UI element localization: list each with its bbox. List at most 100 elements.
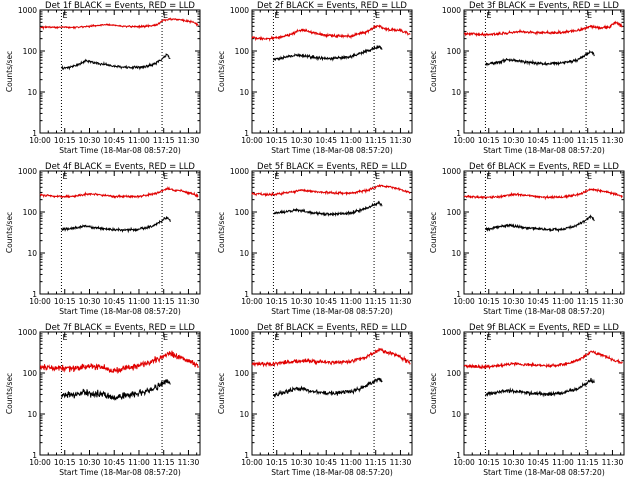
- x-tick-label: 11:00: [340, 136, 362, 145]
- x-tick-label: 11:15: [577, 297, 599, 306]
- panel-title: Det 7f BLACK = Events, RED = LLD: [45, 323, 195, 333]
- detector-panel: Det 8f BLACK = Events, RED = LLD 1 10 100 10…: [217, 323, 413, 477]
- x-tick-label: 10:00: [453, 297, 475, 306]
- x-tick-label: 10:30: [503, 458, 525, 467]
- y-tick-label: 1000: [18, 167, 37, 176]
- y-tick-label: 1: [32, 129, 37, 138]
- x-tick-label: 10:45: [315, 297, 337, 306]
- x-tick-label: 10:30: [79, 136, 101, 145]
- event-rate-line: [61, 379, 171, 402]
- x-tick-label: 11:30: [602, 136, 624, 145]
- time-marker-flag: E: [375, 333, 380, 342]
- detector-panel: Det 2f BLACK = Events, RED = LLD 1 10 100 10…: [217, 1, 413, 155]
- lld-rate-line: [39, 17, 199, 31]
- y-tick-label: 100: [447, 369, 462, 378]
- x-axis-label: Start Time (18-Mar-08 08:57:20): [271, 146, 393, 155]
- y-axis-label: Counts/sec: [5, 373, 14, 414]
- time-marker-flag: E: [587, 11, 592, 20]
- x-tick-label: 10:00: [29, 297, 51, 306]
- y-tick-label: 10: [451, 410, 461, 419]
- time-marker-flag: E: [62, 172, 67, 181]
- time-marker-flag: E: [62, 333, 67, 342]
- x-tick-label: 10:15: [478, 297, 500, 306]
- plot-frame: [251, 170, 413, 295]
- y-tick-label: 1: [32, 451, 37, 460]
- x-tick-label: 11:15: [365, 136, 387, 145]
- panel-title: Det 9f BLACK = Events, RED = LLD: [469, 323, 619, 333]
- x-axis-label: Start Time (18-Mar-08 08:57:20): [271, 307, 393, 316]
- y-tick-label: 100: [23, 208, 38, 217]
- x-tick-label: 11:30: [390, 136, 412, 145]
- detector-panel: Det 7f BLACK = Events, RED = LLD 1 10 100 10…: [5, 323, 201, 477]
- event-rate-line: [273, 377, 383, 399]
- x-tick-label: 10:15: [266, 458, 288, 467]
- x-tick-label: 11:00: [128, 297, 150, 306]
- x-tick-label: 11:15: [577, 458, 599, 467]
- time-marker-flag: E: [163, 172, 168, 181]
- plot-frame: [251, 9, 413, 134]
- time-marker-flag: E: [163, 333, 168, 342]
- x-tick-label: 10:45: [527, 297, 549, 306]
- panel-title: Det 2f BLACK = Events, RED = LLD: [257, 1, 407, 11]
- y-tick-label: 10: [239, 410, 249, 419]
- x-tick-label: 11:00: [128, 136, 150, 145]
- y-tick-label: 100: [447, 208, 462, 217]
- y-tick-label: 1: [456, 451, 461, 460]
- x-tick-label: 11:15: [153, 297, 175, 306]
- time-marker-flag: E: [375, 172, 380, 181]
- y-tick-label: 1000: [230, 6, 249, 15]
- time-marker-flag: E: [163, 11, 168, 20]
- y-tick-label: 1: [244, 129, 249, 138]
- x-tick-label: 10:00: [241, 458, 263, 467]
- x-tick-label: 10:30: [503, 136, 525, 145]
- x-axis-label: Start Time (18-Mar-08 08:57:20): [483, 468, 605, 477]
- y-tick-label: 10: [27, 249, 37, 258]
- x-tick-label: 10:45: [103, 136, 125, 145]
- x-tick-label: 10:00: [453, 136, 475, 145]
- panel-title: Det 5f BLACK = Events, RED = LLD: [257, 162, 407, 172]
- lld-rate-line: [39, 350, 199, 375]
- y-tick-label: 1000: [442, 328, 461, 337]
- y-tick-label: 1000: [18, 6, 37, 15]
- detector-panel: Det 9f BLACK = Events, RED = LLD 1 10 100 10…: [429, 323, 625, 477]
- panel-title: Det 1f BLACK = Events, RED = LLD: [45, 1, 195, 11]
- y-tick-label: 10: [239, 249, 249, 258]
- x-tick-label: 10:15: [478, 458, 500, 467]
- event-rate-line: [61, 216, 171, 234]
- panel-title: Det 4f BLACK = Events, RED = LLD: [45, 162, 195, 172]
- y-tick-label: 1000: [18, 328, 37, 337]
- lld-rate-line: [251, 24, 411, 42]
- x-tick-label: 10:45: [315, 458, 337, 467]
- x-tick-label: 11:15: [577, 136, 599, 145]
- y-axis-label: Counts/sec: [217, 373, 226, 414]
- x-tick-label: 11:15: [153, 136, 175, 145]
- x-tick-label: 10:15: [54, 458, 76, 467]
- y-tick-label: 100: [447, 47, 462, 56]
- event-rate-line: [61, 53, 171, 71]
- x-tick-label: 10:30: [291, 297, 313, 306]
- x-tick-label: 11:15: [153, 458, 175, 467]
- y-tick-label: 100: [23, 369, 38, 378]
- x-tick-label: 10:45: [315, 136, 337, 145]
- x-tick-label: 10:15: [54, 136, 76, 145]
- x-tick-label: 10:30: [79, 297, 101, 306]
- x-tick-label: 10:30: [503, 297, 525, 306]
- y-axis-label: Counts/sec: [5, 212, 14, 253]
- detector-panel: Det 3f BLACK = Events, RED = LLD 1 10 100 10…: [429, 1, 625, 155]
- event-rate-line: [484, 377, 595, 398]
- y-tick-label: 10: [451, 249, 461, 258]
- y-tick-label: 1: [456, 129, 461, 138]
- x-axis-label: Start Time (18-Mar-08 08:57:20): [483, 307, 605, 316]
- y-tick-label: 10: [27, 410, 37, 419]
- y-tick-label: 1: [32, 290, 37, 299]
- time-marker-flag: E: [375, 11, 380, 20]
- x-tick-label: 10:15: [478, 136, 500, 145]
- x-tick-label: 11:00: [552, 136, 574, 145]
- y-tick-label: 1: [456, 290, 461, 299]
- x-tick-label: 10:45: [103, 297, 125, 306]
- time-marker-flag: E: [486, 11, 491, 20]
- x-tick-label: 11:00: [340, 458, 362, 467]
- panel-title: Det 8f BLACK = Events, RED = LLD: [257, 323, 407, 333]
- x-axis-label: Start Time (18-Mar-08 08:57:20): [59, 468, 181, 477]
- y-tick-label: 1000: [230, 328, 249, 337]
